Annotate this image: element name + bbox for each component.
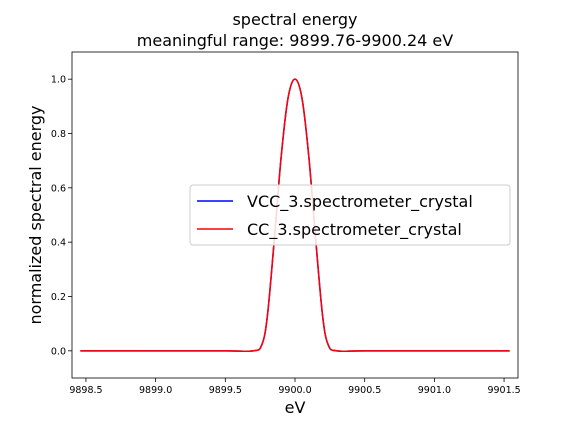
x-tick-label: 9901.5 [487,385,520,396]
y-tick-label: 1.0 [51,75,66,86]
legend: VCC_3.spectrometer_crystal CC_3.spectrome… [189,184,511,246]
x-tick-label: 9901.0 [418,385,451,396]
x-tick-label: 9898.5 [69,385,102,396]
y-tick-label: 0.4 [51,238,66,249]
x-tick-label: 9900.0 [278,385,311,396]
x-tick-label: 9899.0 [139,385,172,396]
x-axis: 9898.5 9899.0 9899.5 9900.0 9900.5 9901.0 9901… [69,378,521,396]
series-line-2 [80,78,510,352]
x-axis-label: eV [285,398,306,417]
legend-box [189,184,511,246]
y-tick-label: 0.6 [51,183,66,194]
legend-label-1: VCC_3.spectrometer_crystal [247,192,473,212]
x-tick-label: 9899.5 [209,385,242,396]
legend-label-2: CC_3.spectrometer_crystal [247,220,462,240]
x-tick-label: 9900.5 [348,385,381,396]
chart-subtitle: meaningful range: 9899.76-9900.24 eV [137,31,453,50]
y-tick-label: 0.0 [51,346,66,357]
series-layer [80,78,510,352]
y-axis: 0.0 0.2 0.4 0.6 0.8 1.0 [51,75,72,357]
y-axis-label: normalized spectral energy [26,105,45,324]
chart-title: spectral energy [232,10,357,29]
y-tick-label: 0.2 [51,292,66,303]
y-tick-label: 0.8 [51,129,66,140]
